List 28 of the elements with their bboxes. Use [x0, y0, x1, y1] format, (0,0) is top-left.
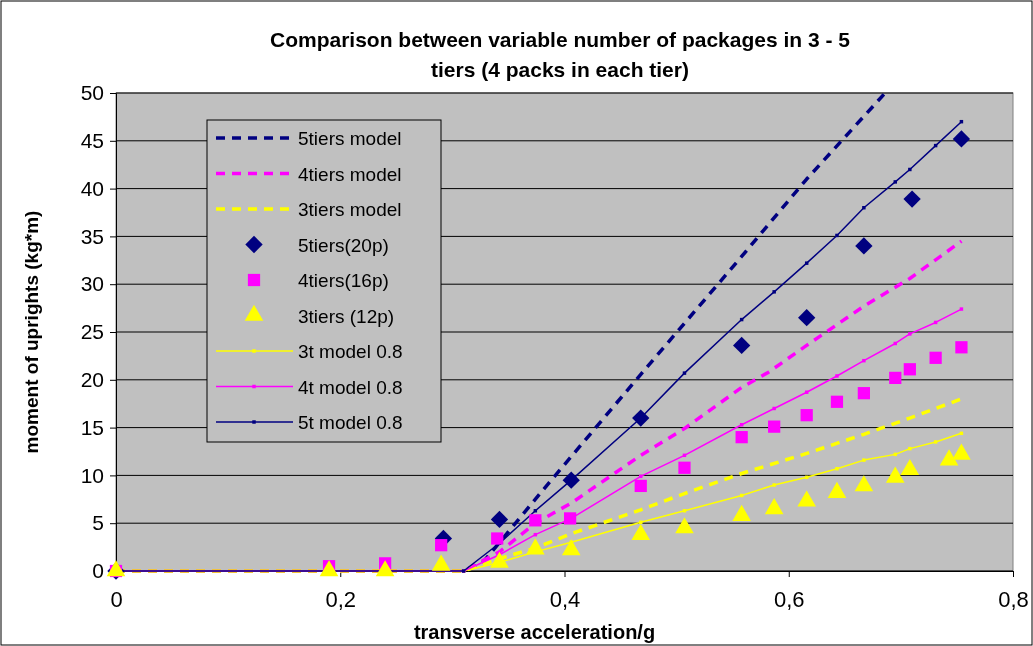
y-axis-title: moment of uprights (kg*m) [21, 210, 42, 454]
x-tick-label: 0 [110, 586, 123, 612]
y-tick-label: 0 [92, 559, 104, 583]
y-tick-label: 45 [80, 129, 104, 153]
y-tick-label: 40 [80, 176, 104, 200]
legend-label: 3t model 0.8 [298, 341, 403, 362]
legend-label: 5tiers model [298, 128, 402, 149]
y-tick-label: 20 [80, 368, 104, 392]
legend-label: 4tiers(16p) [298, 270, 389, 291]
chart-title: Comparison between variable number of packages in 3 - 5 tiers (4 packs in each tier) [269, 28, 851, 81]
y-tick-label: 50 [80, 81, 104, 105]
x-tick-label: 0,8 [998, 586, 1029, 612]
x-tick-label: 0,2 [325, 586, 357, 612]
legend-label: 3tiers model [298, 199, 402, 220]
legend-label: 5t model 0.8 [298, 412, 403, 433]
legend-label: 3tiers (12p) [298, 305, 395, 327]
y-tick-label: 5 [92, 511, 104, 535]
y-tick-label: 10 [80, 463, 104, 487]
y-tick-label: 30 [80, 272, 104, 296]
legend-label: 4t model 0.8 [298, 376, 403, 398]
x-tick-label: 0,6 [773, 586, 805, 612]
y-tick-label: 35 [80, 224, 104, 248]
x-axis-title: transverse acceleration/g [413, 621, 656, 643]
legend-label: 4tiers model [298, 163, 402, 185]
x-tick-label: 0,4 [549, 586, 581, 612]
legend-label: 5tiers(20p) [298, 234, 389, 256]
y-tick-label: 25 [80, 320, 104, 344]
y-tick-label: 15 [80, 415, 104, 439]
